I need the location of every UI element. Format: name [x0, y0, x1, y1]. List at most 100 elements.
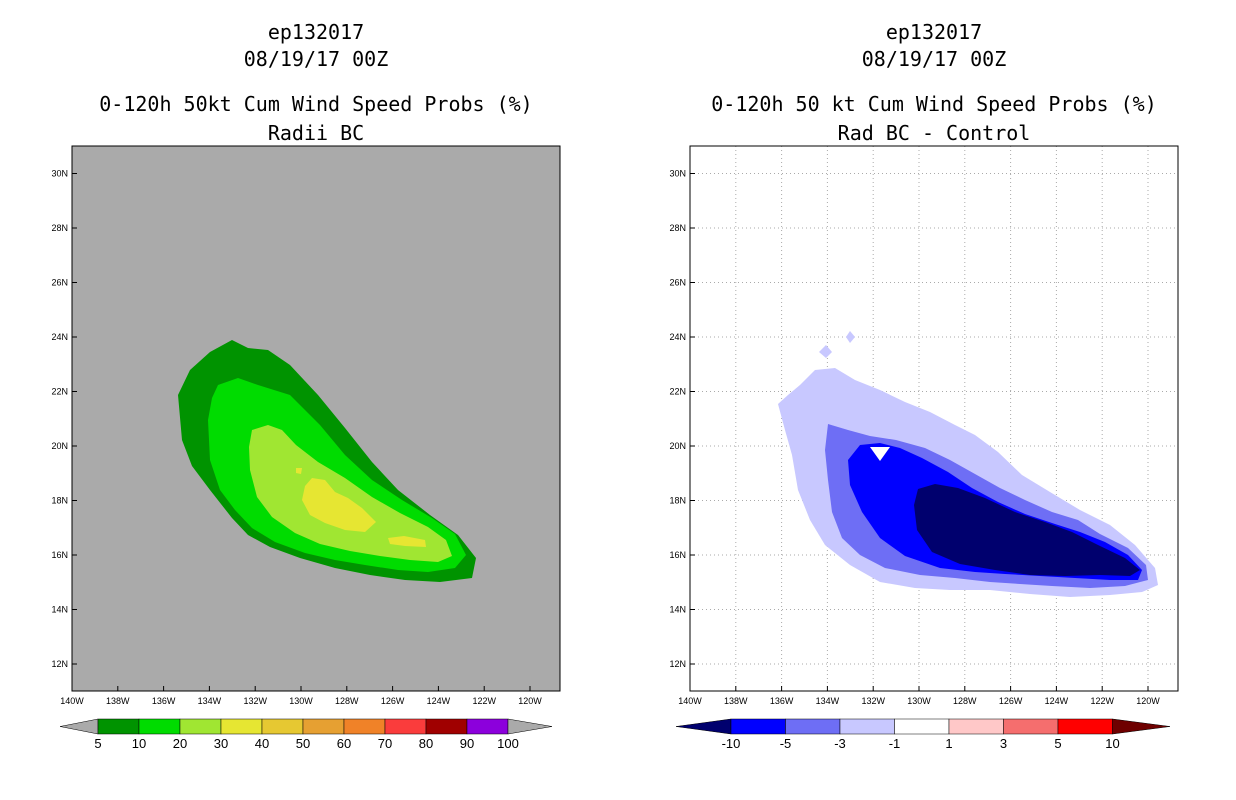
right-map-frame	[689, 145, 1179, 692]
left-storm-id: ep132017	[267, 20, 365, 44]
left-map-frame	[71, 145, 561, 692]
colorbar-label: 1	[945, 736, 952, 751]
colorbar-swatch	[730, 718, 786, 735]
left-chart-subtitle: Radii BC	[267, 121, 365, 145]
y-tick-label: 24N	[51, 332, 68, 342]
colorbar-swatch	[894, 718, 950, 735]
y-tick-label: 28N	[669, 223, 686, 233]
left-contour-30pct-a	[302, 478, 376, 532]
left-chart-title: 0-120h 50kt Cum Wind Speed Probs (%)	[99, 92, 533, 116]
y-tick-label: 14N	[51, 605, 68, 615]
colorbar-label: 10	[132, 736, 146, 751]
colorbar-label: 5	[1054, 736, 1061, 751]
x-tick-label: 132W	[243, 696, 267, 706]
y-tick-label: 24N	[669, 332, 686, 342]
x-tick-label: 126W	[381, 696, 405, 706]
right-map-panel: 140W 138W 136W 134W 132W 130W 128W 126W 124W 122W…	[669, 145, 1179, 751]
x-tick-label: 132W	[861, 696, 885, 706]
x-tick-label: 136W	[770, 696, 794, 706]
colorbar-swatch	[97, 718, 140, 735]
y-tick-label: 26N	[669, 278, 686, 288]
x-tick-label: 122W	[472, 696, 496, 706]
x-tick-label: 138W	[106, 696, 130, 706]
x-tick-label: 140W	[60, 696, 84, 706]
colorbar-label: -3	[834, 736, 846, 751]
colorbar-label: 50	[296, 736, 310, 751]
colorbar-label: -5	[780, 736, 792, 751]
right-contour-minus10	[914, 484, 1140, 576]
colorbar-label: 60	[337, 736, 351, 751]
colorbar-swatch	[261, 718, 304, 735]
right-chart-title: 0-120h 50 kt Cum Wind Speed Probs (%)	[711, 92, 1157, 116]
x-tick-label: 124W	[427, 696, 451, 706]
colorbar-swatch	[302, 718, 345, 735]
y-tick-label: 12N	[51, 659, 68, 669]
colorbar-label: -1	[889, 736, 901, 751]
x-tick-label: 134W	[198, 696, 222, 706]
colorbar-swatch	[384, 718, 427, 735]
left-contour-20pct	[249, 425, 452, 562]
y-tick-label: 18N	[51, 496, 68, 506]
right-contour-minus1-islet-a	[819, 345, 832, 358]
y-tick-label: 12N	[669, 659, 686, 669]
colorbar-label: 5	[94, 736, 101, 751]
x-tick-label: 128W	[953, 696, 977, 706]
x-tick-label: 126W	[999, 696, 1023, 706]
right-storm-id: ep132017	[885, 20, 983, 44]
colorbar-label: -10	[722, 736, 741, 751]
x-tick-label: 130W	[289, 696, 313, 706]
colorbar-label: 40	[255, 736, 269, 751]
colorbar-high-arrow	[1112, 718, 1171, 735]
y-tick-label: 30N	[669, 169, 686, 179]
x-tick-label: 138W	[724, 696, 748, 706]
colorbar-swatch	[1057, 718, 1113, 735]
y-tick-label: 30N	[51, 169, 68, 179]
left-axis-ticks: 140W 138W 136W 134W 132W 130W 128W 126W 124W 122W…	[51, 169, 542, 707]
colorbar-swatch	[343, 718, 386, 735]
x-tick-label: 136W	[152, 696, 176, 706]
colorbar-swatch	[425, 718, 468, 735]
colorbar-swatch	[839, 718, 895, 735]
y-tick-label: 16N	[51, 550, 68, 560]
left-datetime: 08/19/17 00Z	[243, 47, 389, 71]
colorbar-label: 10	[1105, 736, 1119, 751]
x-tick-label: 120W	[1136, 696, 1160, 706]
colorbar-swatch	[948, 718, 1004, 735]
x-tick-label: 140W	[678, 696, 702, 706]
left-contour-30pct-b	[388, 536, 426, 547]
colorbar-swatch	[220, 718, 263, 735]
right-contour-minus1-islet-b	[846, 331, 855, 343]
x-tick-label: 124W	[1045, 696, 1069, 706]
y-tick-label: 16N	[669, 550, 686, 560]
colorbar-label: 20	[173, 736, 187, 751]
colorbar-swatch	[785, 718, 841, 735]
colorbar-label: 70	[378, 736, 392, 751]
colorbar-swatch	[138, 718, 181, 735]
colorbar-low-arrow	[675, 718, 732, 735]
colorbar-label: 100	[497, 736, 519, 751]
colorbar-label: 30	[214, 736, 228, 751]
left-contour-30pct-c	[296, 468, 302, 474]
y-tick-label: 20N	[51, 441, 68, 451]
colorbar-swatch	[179, 718, 222, 735]
right-axis-ticks: 140W 138W 136W 134W 132W 130W 128W 126W 124W 122W…	[669, 169, 1160, 707]
right-contour-white-notch	[870, 447, 890, 461]
x-tick-label: 134W	[816, 696, 840, 706]
colorbar-label: 90	[460, 736, 474, 751]
y-tick-label: 22N	[669, 387, 686, 397]
left-colorbar: 5 10 20 30 40 50 60 70 80 90 100	[59, 718, 553, 751]
right-colorbar: -10 -5 -3 -1 1 3 5 10	[675, 718, 1171, 751]
x-tick-label: 128W	[335, 696, 359, 706]
x-tick-label: 130W	[907, 696, 931, 706]
y-tick-label: 14N	[669, 605, 686, 615]
right-chart-subtitle: Rad BC - Control	[837, 121, 1031, 145]
colorbar-low-arrow	[59, 718, 99, 735]
x-tick-label: 122W	[1090, 696, 1114, 706]
colorbar-swatch	[1003, 718, 1059, 735]
y-tick-label: 28N	[51, 223, 68, 233]
colorbar-swatch	[466, 718, 509, 735]
left-map-panel: 140W 138W 136W 134W 132W 130W 128W 126W 124W 122W…	[51, 145, 561, 751]
y-tick-label: 22N	[51, 387, 68, 397]
colorbar-high-arrow	[507, 718, 553, 735]
